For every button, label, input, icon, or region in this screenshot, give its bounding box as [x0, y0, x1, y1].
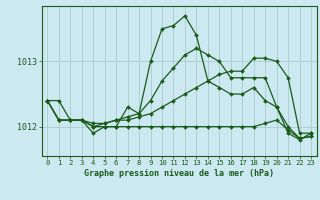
X-axis label: Graphe pression niveau de la mer (hPa): Graphe pression niveau de la mer (hPa) — [84, 169, 274, 178]
